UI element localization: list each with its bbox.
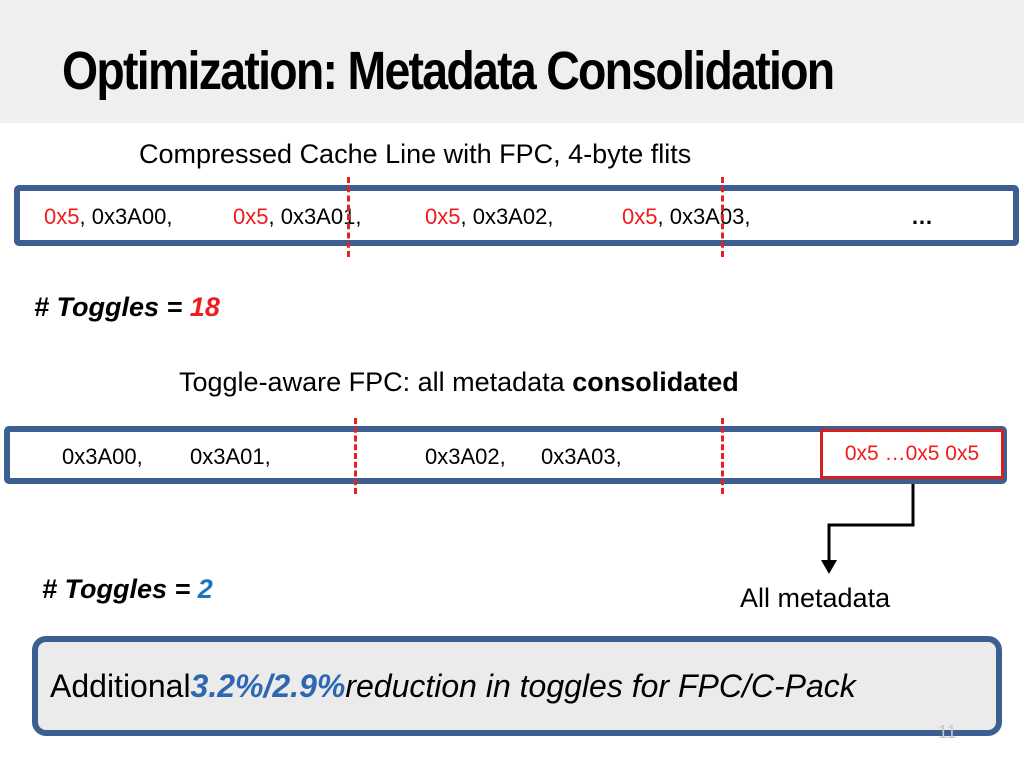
baseline-toggles: # Toggles = 18 bbox=[34, 292, 220, 323]
data-value: , 0x3A00, bbox=[79, 204, 173, 229]
flit-divider bbox=[721, 177, 727, 257]
consolidated-toggles: # Toggles = 2 bbox=[42, 574, 213, 605]
metadata-tag: 0x5 bbox=[44, 204, 80, 229]
consolidated-word-1: 0x3A00, bbox=[62, 444, 143, 469]
metadata-tag: 0x5 bbox=[425, 204, 461, 229]
baseline-ellipsis: … bbox=[911, 204, 933, 229]
page-number: 11 bbox=[938, 722, 957, 742]
toggles-value: 18 bbox=[189, 292, 220, 322]
toggles-value: 2 bbox=[197, 574, 213, 604]
baseline-cache-line bbox=[14, 185, 1019, 246]
all-metadata-label: All metadata bbox=[740, 583, 891, 613]
consolidated-word-2: 0x3A01, bbox=[190, 444, 271, 469]
baseline-caption: Compressed Cache Line with FPC, 4-byte f… bbox=[139, 139, 692, 169]
summary-box: Additional 3.2%/2.9% reduction in toggle… bbox=[32, 636, 1002, 736]
metadata-tag: 0x5 bbox=[622, 204, 658, 229]
caption-text: Toggle-aware FPC: all metadata bbox=[179, 367, 573, 397]
consolidated-word-3: 0x3A02, bbox=[425, 444, 506, 469]
arrow-head bbox=[821, 560, 837, 574]
toggles-label: # Toggles = bbox=[34, 292, 190, 322]
summary-highlight: 3.2%/2.9% bbox=[190, 667, 346, 704]
title-band bbox=[0, 0, 1024, 123]
consolidated-caption: Toggle-aware FPC: all metadata consolida… bbox=[179, 367, 739, 398]
elbow-arrow bbox=[821, 484, 915, 574]
baseline-word-1: 0x5, 0x3A00, bbox=[44, 204, 172, 230]
flit-divider bbox=[354, 418, 360, 494]
baseline-word-3: 0x5, 0x3A02, bbox=[425, 204, 553, 230]
toggles-label: # Toggles = bbox=[42, 574, 198, 604]
arrow-line bbox=[827, 484, 915, 562]
summary-prefix: Additional bbox=[50, 667, 191, 704]
metadata-tag: 0x5 bbox=[233, 204, 269, 229]
data-value: , 0x3A01, bbox=[268, 204, 362, 229]
caption-bold: consolidated bbox=[572, 367, 739, 397]
flit-divider bbox=[721, 418, 727, 494]
summary-suffix: reduction in toggles for FPC/C-Pack bbox=[345, 667, 856, 704]
consolidated-metadata-box: 0x5 …0x5 0x5 bbox=[820, 429, 1004, 479]
slide-title: Optimization: Metadata Consolidation bbox=[62, 41, 835, 101]
flit-divider bbox=[347, 177, 353, 257]
baseline-word-4: 0x5, 0x3A03, bbox=[622, 204, 750, 230]
data-value: , 0x3A02, bbox=[460, 204, 554, 229]
consolidated-word-4: 0x3A03, bbox=[541, 444, 622, 469]
data-value: , 0x3A03, bbox=[657, 204, 751, 229]
baseline-word-2: 0x5, 0x3A01, bbox=[233, 204, 361, 230]
